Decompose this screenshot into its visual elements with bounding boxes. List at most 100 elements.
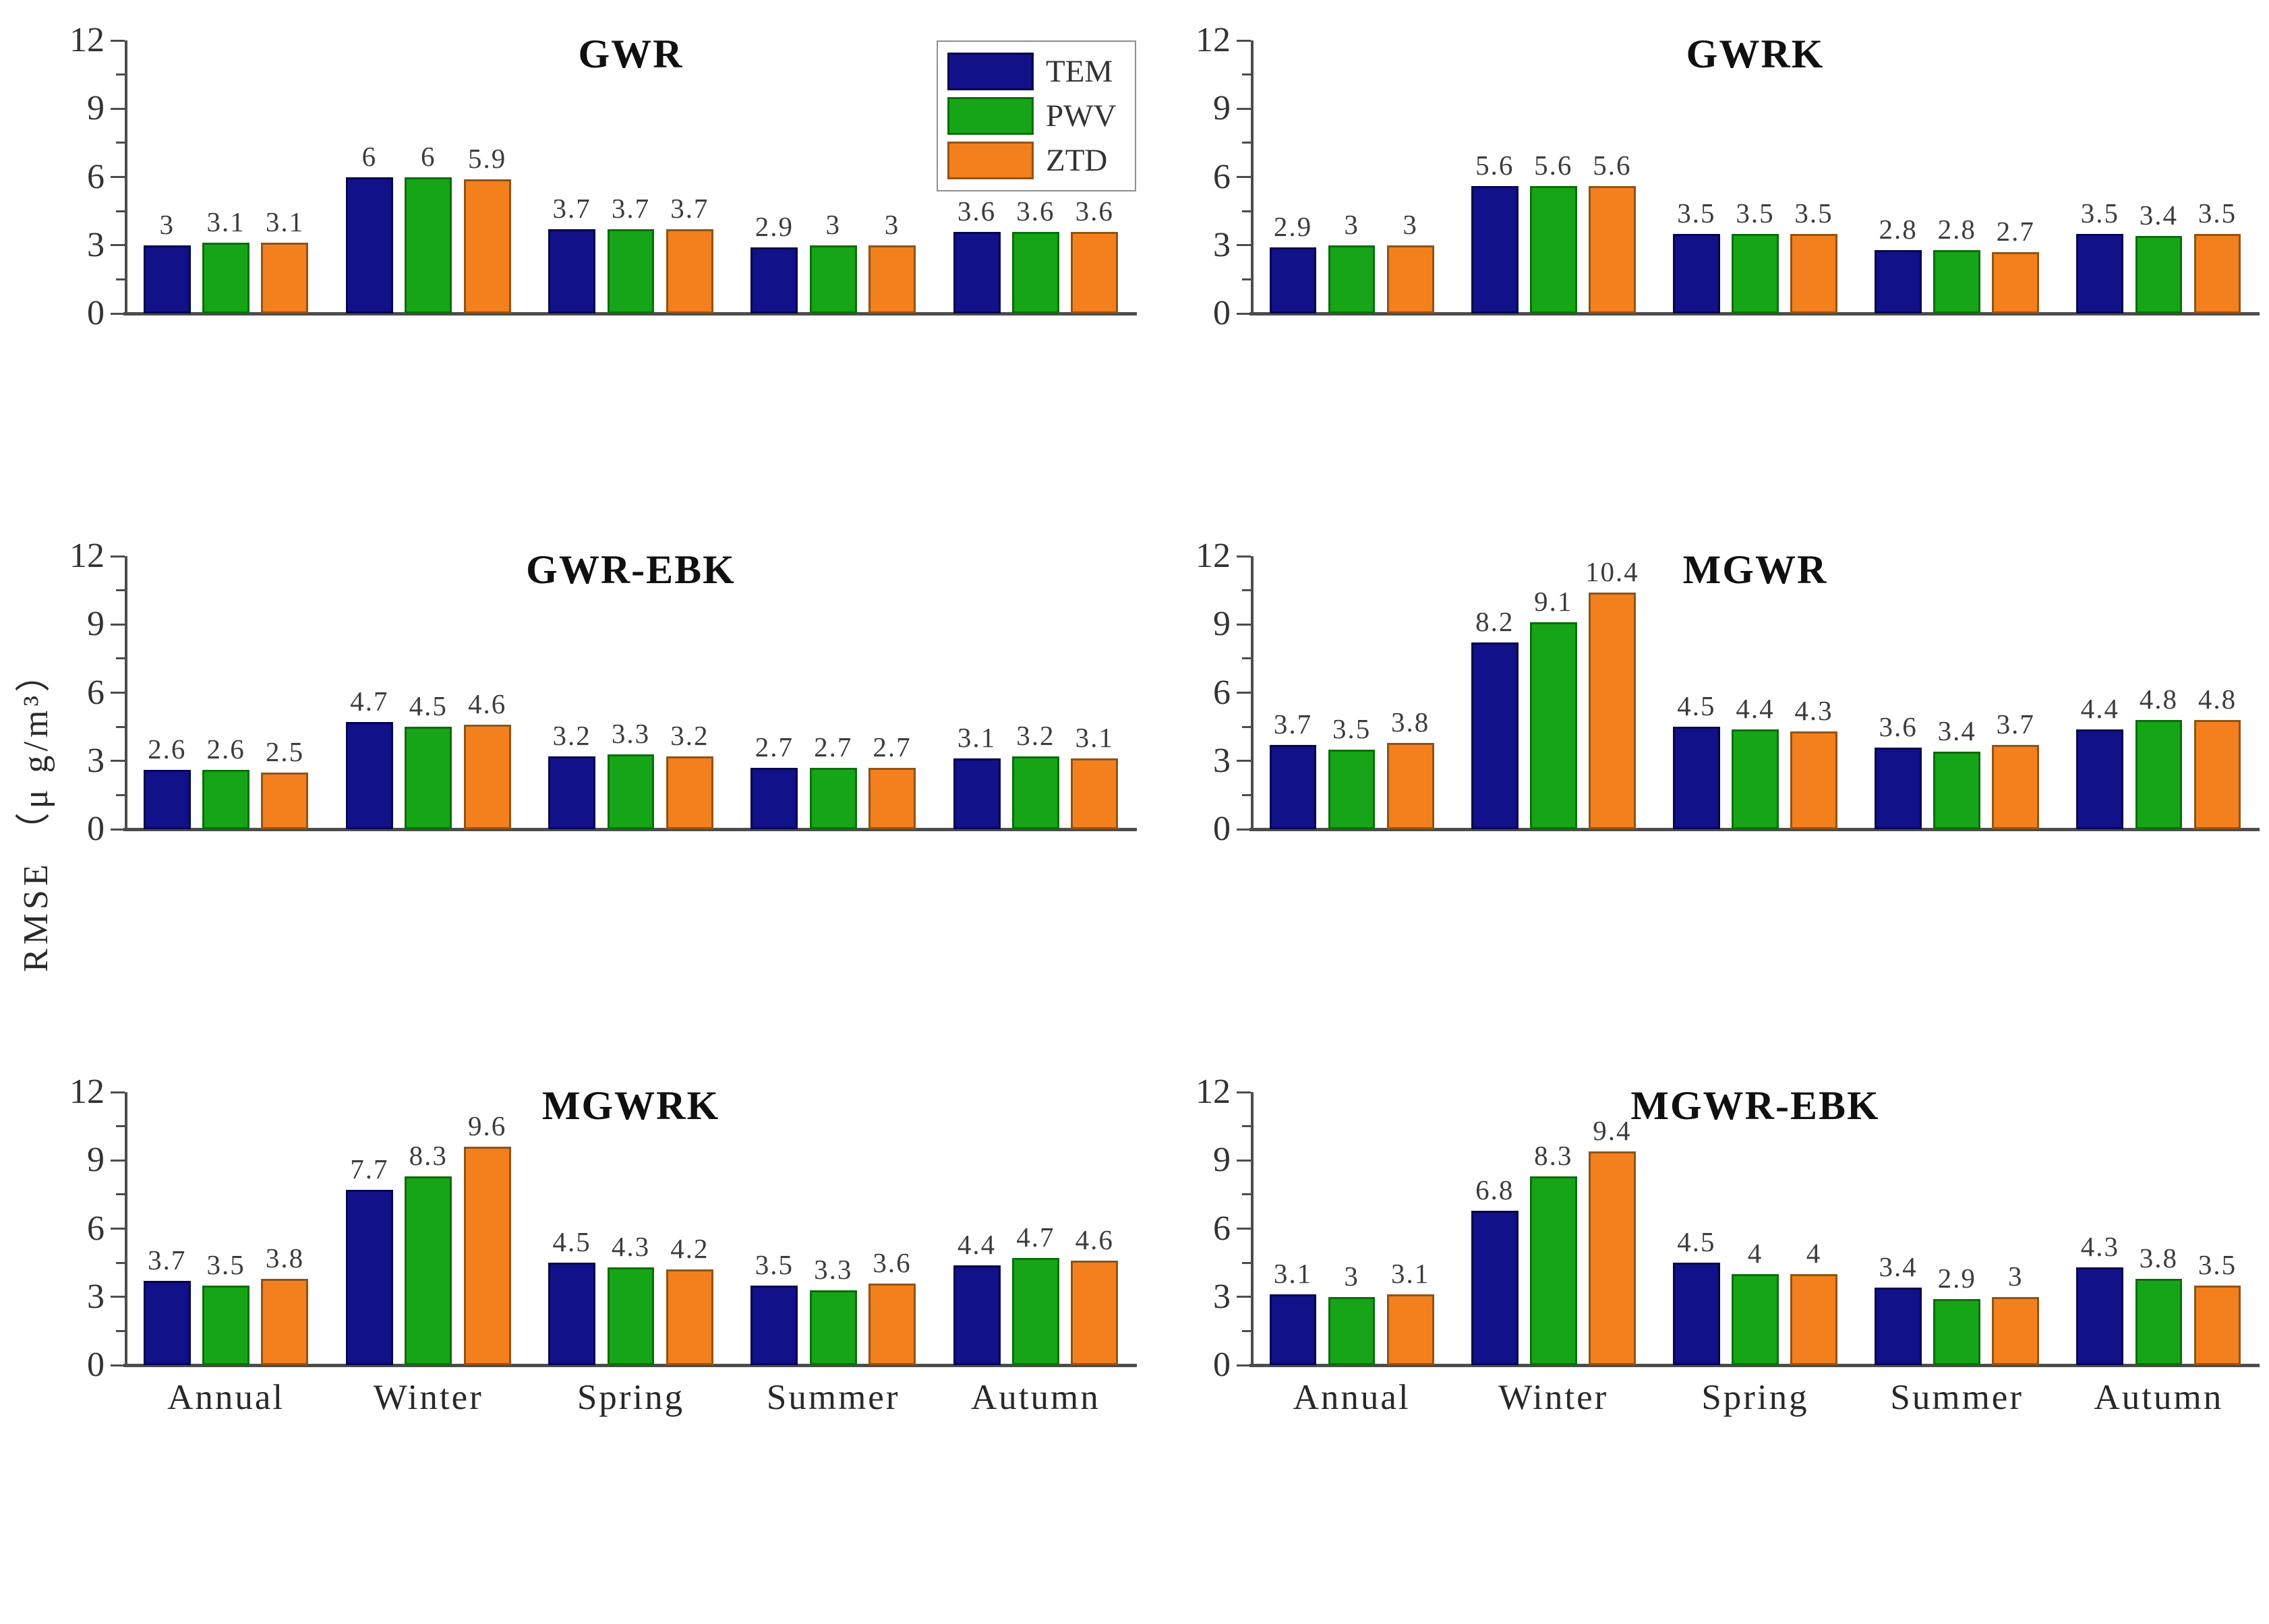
bar-value-label: 4 xyxy=(1806,1238,1822,1269)
bar-value-label: 3.7 xyxy=(1996,709,2035,740)
bar-pwv xyxy=(1529,186,1577,313)
panel-gwr-ebk: GWR-EBK 0 3 6 9 12 2.6 2.6 2.5 4.7 4.5 4.6 3.2 3.3 3.2… xyxy=(51,536,1146,1072)
x-axis-line xyxy=(1249,828,2260,831)
bar-group-autumn: 3.1 3.2 3.1 xyxy=(935,556,1137,829)
bar-value-label: 3.8 xyxy=(2139,1242,2179,1273)
x-axis-line xyxy=(123,828,1137,831)
y-major-tick xyxy=(111,760,125,762)
y-minor-tick xyxy=(116,278,125,280)
bar-value-label: 3.5 xyxy=(206,1249,245,1280)
y-tick-label: 6 xyxy=(87,157,105,196)
bar-pwv xyxy=(405,177,452,313)
legend-entry-pwv: PWV xyxy=(947,97,1125,135)
panel-title: GWRK xyxy=(1686,32,1825,76)
bar-value-label: 3.1 xyxy=(957,722,997,754)
bar-tem xyxy=(750,247,798,313)
bar-pwv xyxy=(1933,249,1981,313)
x-axis-line xyxy=(1249,312,2260,315)
y-tick-label: 12 xyxy=(69,21,105,59)
bar-value-label: 3 xyxy=(884,208,900,240)
bar-group-annual: 3.7 3.5 3.8 xyxy=(1251,556,1452,829)
bar-pwv xyxy=(405,727,452,829)
bar-value-label: 3.7 xyxy=(1273,709,1313,740)
bar-pwv xyxy=(607,1267,655,1365)
x-axis-line xyxy=(123,312,1137,315)
bar-tem xyxy=(1269,247,1317,313)
bar-value-label: 3.7 xyxy=(552,193,591,224)
x-category-label: Summer xyxy=(1890,1378,2024,1417)
legend-swatch-tem xyxy=(947,53,1034,90)
bar-tem xyxy=(1471,186,1519,313)
bar-value-label: 4.6 xyxy=(468,688,507,719)
y-axis-line xyxy=(125,1092,127,1367)
x-category-label: Winter xyxy=(1498,1378,1609,1417)
bar-value-label: 3 xyxy=(825,208,841,240)
bar-tem xyxy=(1875,1288,1922,1365)
panel-title: MGWR-EBK xyxy=(1630,1083,1880,1128)
bar-tem xyxy=(143,770,191,829)
y-tick-label: 3 xyxy=(87,225,105,264)
bar-pwv xyxy=(202,1285,250,1365)
bar-ztd xyxy=(868,767,916,829)
bar-ztd xyxy=(1588,1151,1636,1365)
bar-group-spring: 4.5 4.4 4.3 xyxy=(1654,556,1856,829)
bar-tem xyxy=(1269,1294,1317,1365)
bar-tem xyxy=(1875,249,1922,313)
y-major-tick xyxy=(111,312,125,315)
bar-value-label: 4.4 xyxy=(957,1228,997,1260)
y-axis-line xyxy=(125,556,127,831)
bar-ztd xyxy=(1790,233,1837,313)
bar-pwv xyxy=(1732,233,1779,313)
x-category-label: Spring xyxy=(577,1378,685,1417)
plot-area: MGWRK 0 3 6 9 12 3.7 3.5 3.8 Annual 7.7 8.3 9.6 Winte… xyxy=(69,1075,1137,1417)
bar-tem xyxy=(548,229,596,313)
panels-grid: GWR 0 3 6 9 12 3 3.1 3.1 6 6 5.9 3.7 3.7 3.7 2.9 3 3 3.6 3.… xyxy=(51,0,2269,1624)
panel-mgwrk: MGWRK 0 3 6 9 12 3.7 3.5 3.8 Annual 7.7 8.3 9.6 Winte… xyxy=(51,1072,1146,1624)
bar-tem xyxy=(548,756,596,829)
bar-value-label: 4.2 xyxy=(670,1233,709,1265)
bar-ztd xyxy=(1588,593,1636,829)
bar-tem xyxy=(345,177,393,313)
bar-ztd xyxy=(2193,233,2241,313)
y-minor-tick xyxy=(1242,278,1251,280)
bar-group-autumn: 4.4 4.8 4.8 xyxy=(2058,556,2260,829)
y-minor-tick xyxy=(116,793,125,796)
bar-pwv xyxy=(1529,622,1577,829)
bar-ztd xyxy=(1588,186,1636,313)
y-minor-tick xyxy=(116,142,125,144)
y-major-tick xyxy=(1237,1228,1251,1230)
bar-value-label: 2.7 xyxy=(755,731,794,762)
bar-pwv xyxy=(1328,245,1376,313)
y-tick-label: 9 xyxy=(1213,605,1231,644)
bar-value-label: 4.8 xyxy=(2198,684,2237,715)
bar-pwv xyxy=(1011,756,1059,829)
panel-title: MGWRK xyxy=(541,1083,720,1128)
bar-pwv xyxy=(607,754,655,829)
bar-value-label: 4.5 xyxy=(1677,690,1716,722)
x-axis-line xyxy=(123,1364,1137,1367)
bar-value-label: 3 xyxy=(1344,208,1359,240)
bar-pwv xyxy=(809,245,857,313)
bar-value-label: 3.7 xyxy=(670,193,709,224)
bar-value-label: 3.3 xyxy=(814,1253,853,1285)
y-major-tick xyxy=(111,39,125,42)
y-major-tick xyxy=(1237,828,1251,831)
bar-tem xyxy=(953,758,1001,829)
legend-entry-tem: TEM xyxy=(947,53,1125,90)
bar-value-label: 3.1 xyxy=(1075,722,1114,754)
bar-pwv xyxy=(1011,231,1059,313)
x-category-label: Autumn xyxy=(2094,1378,2224,1417)
y-minor-tick xyxy=(116,1261,125,1264)
y-minor-tick xyxy=(1242,589,1251,592)
panel-title: GWR xyxy=(578,32,684,76)
y-tick-label: 9 xyxy=(87,89,105,128)
y-tick-label: 6 xyxy=(1213,1209,1231,1248)
bar-value-label: 3 xyxy=(1403,208,1418,240)
bar-value-label: 6 xyxy=(421,140,436,172)
y-tick-label: 12 xyxy=(1196,537,1231,575)
bar-value-label: 3.2 xyxy=(552,720,591,752)
bar-value-label: 4.3 xyxy=(2080,1230,2119,1262)
bar-pwv xyxy=(202,770,250,829)
bar-tem xyxy=(2076,233,2124,313)
bar-ztd xyxy=(1386,245,1434,313)
